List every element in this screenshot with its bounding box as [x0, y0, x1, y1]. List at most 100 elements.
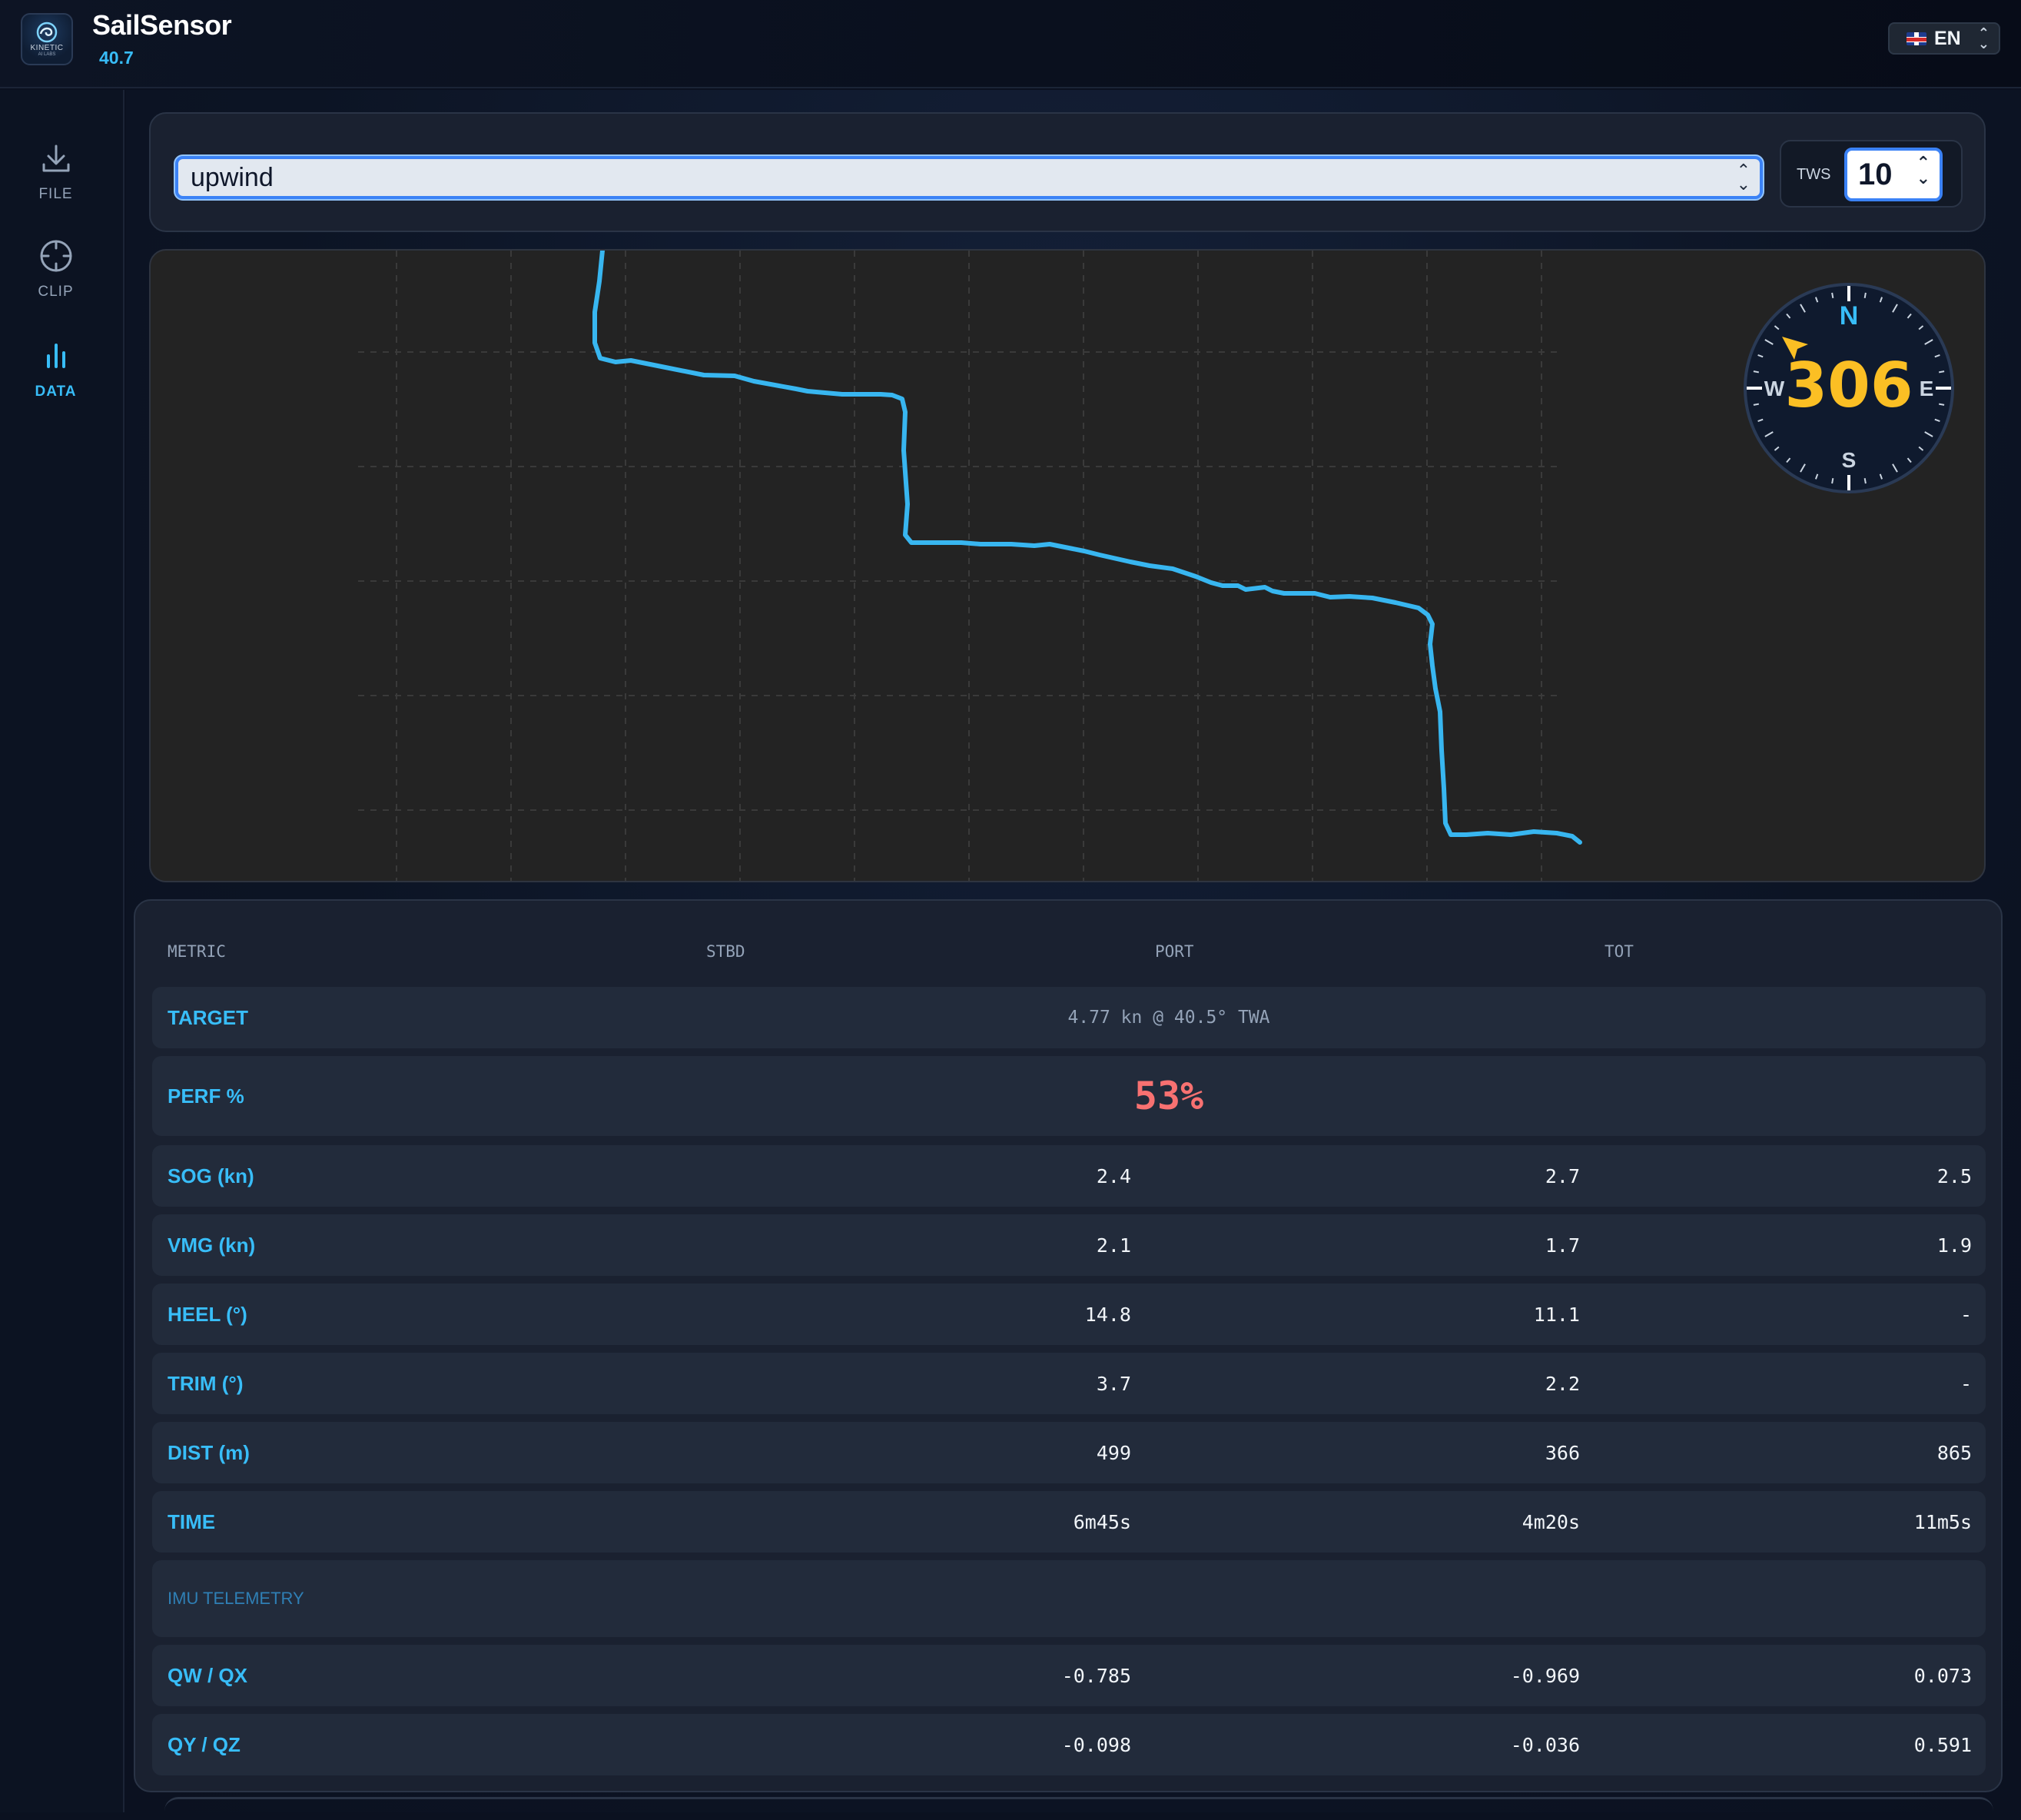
compass-tick — [1764, 431, 1774, 437]
compass-tick — [1934, 418, 1940, 423]
tot-value: 1.9 — [1936, 1234, 1972, 1257]
stbd-value: 499 — [1096, 1441, 1131, 1464]
table-row: DIST (m) 499 366 865 — [152, 1422, 1986, 1483]
compass-tick — [1934, 354, 1940, 358]
perf-value: 53% — [1133, 1074, 1204, 1118]
compass-tick — [1786, 313, 1791, 319]
sidebar-item-label: FILE — [38, 186, 73, 202]
compass-tick — [1918, 446, 1924, 451]
sidebar-item-label: DATA — [35, 384, 77, 400]
row-label: SOG (kn) — [168, 1164, 254, 1187]
language-select[interactable]: EN ⌃ ⌄ — [1888, 22, 2000, 55]
crosshair-icon — [40, 240, 71, 272]
compass-tick — [1757, 354, 1764, 358]
compass-tick — [1863, 292, 1867, 298]
app-title: SailSensor — [92, 9, 232, 41]
tws-input[interactable]: 10 ⌃ ⌄ — [1844, 148, 1943, 201]
row-label: QY / QZ — [168, 1732, 241, 1756]
tot-value: 865 — [1936, 1441, 1972, 1464]
compass-tick — [1831, 478, 1834, 484]
compass-tick — [1800, 463, 1806, 473]
tot-value: - — [1960, 1372, 1972, 1395]
compass-tick — [1814, 297, 1819, 303]
target-value: 4.77 kn @ 40.5° TWA — [1067, 1008, 1270, 1028]
compass-tick — [1774, 446, 1780, 451]
compass: N S E W 306 — [1744, 283, 1954, 493]
tot-value: - — [1960, 1303, 1972, 1326]
compass-tick — [1879, 297, 1883, 303]
sidebar-item-data[interactable]: DATA — [0, 337, 111, 414]
table-row: VMG (kn) 2.1 1.7 1.9 — [152, 1214, 1986, 1276]
stbd-value: 3.7 — [1096, 1372, 1131, 1395]
tws-value: 10 — [1858, 157, 1893, 191]
compass-tick — [1831, 292, 1834, 298]
bar-chart-icon — [46, 344, 65, 368]
tot-value: 0.073 — [1913, 1664, 1972, 1687]
sidebar-item-clip[interactable]: CLIP — [0, 237, 111, 314]
header-port: PORT — [1155, 942, 1194, 961]
compass-tick — [1924, 339, 1933, 345]
row-label: VMG (kn) — [168, 1233, 256, 1257]
port-value: -0.969 — [1510, 1664, 1580, 1687]
chevron-updown-icon: ⌃ ⌄ — [1736, 161, 1751, 194]
table-row: TRIM (°) 3.7 2.2 - — [152, 1353, 1986, 1414]
compass-tick — [1907, 457, 1912, 463]
sidebar: FILE CLIP DATA — [0, 90, 124, 1812]
stbd-value: -0.098 — [1061, 1733, 1131, 1756]
chevron-updown-icon: ⌃ ⌄ — [1977, 25, 1989, 51]
table-row-target: TARGET 4.77 kn @ 40.5° TWA — [152, 987, 1986, 1048]
compass-tick — [1939, 370, 1945, 374]
wave-logo-icon — [36, 22, 58, 43]
compass-tick — [1924, 431, 1933, 437]
stbd-value: 2.1 — [1096, 1234, 1131, 1257]
header-metric: METRIC — [168, 942, 226, 961]
port-value: 4m20s — [1522, 1510, 1580, 1533]
compass-n: N — [1840, 301, 1859, 330]
table-row: HEEL (°) 14.8 11.1 - — [152, 1284, 1986, 1345]
sidebar-item-file[interactable]: FILE — [0, 140, 111, 217]
metrics-table: METRIC STBD PORT TOT TARGET 4.77 kn @ 40… — [134, 899, 2003, 1792]
header-tot: TOT — [1605, 942, 1634, 961]
boat-track — [592, 251, 1582, 845]
compass-heading: 306 — [1785, 350, 1913, 421]
tot-value: 2.5 — [1936, 1164, 1972, 1187]
table-row: QY / QZ -0.098 -0.036 0.591 — [152, 1714, 1986, 1775]
compass-tick — [1892, 463, 1898, 473]
compass-tick — [1786, 457, 1791, 463]
compass-tick — [1774, 325, 1780, 330]
track-svg — [358, 251, 1582, 881]
compass-ticks — [1753, 292, 1945, 484]
header-stbd: STBD — [706, 942, 745, 961]
compass-s: S — [1842, 448, 1857, 472]
stbd-value: 2.4 — [1096, 1164, 1131, 1187]
row-label: PERF % — [168, 1084, 244, 1108]
compass-tick — [1753, 403, 1759, 406]
compass-tick — [1800, 304, 1806, 313]
download-icon — [42, 144, 69, 172]
logo-text: KINETIC — [30, 44, 64, 52]
compass-tick — [1907, 313, 1912, 319]
stbd-value: -0.785 — [1061, 1664, 1131, 1687]
compass-tick — [1863, 478, 1867, 484]
compass-tick — [1757, 418, 1764, 423]
row-label: TIME — [168, 1509, 216, 1533]
mode-select[interactable]: upwind ⌃ ⌄ — [175, 156, 1763, 199]
track-map[interactable]: N S E W 306 — [149, 249, 1986, 882]
tot-value: 0.591 — [1913, 1733, 1972, 1756]
compass-tick — [1918, 325, 1924, 330]
table-row: TIME 6m45s 4m20s 11m5s — [152, 1491, 1986, 1553]
table-header: METRIC STBD PORT TOT — [135, 942, 2001, 965]
table-row: SOG (kn) 2.4 2.7 2.5 — [152, 1145, 1986, 1207]
stbd-value: 6m45s — [1073, 1510, 1131, 1533]
compass-tick — [1814, 473, 1819, 480]
row-label: QW / QX — [168, 1663, 247, 1687]
tws-control: TWS 10 ⌃ ⌄ — [1780, 140, 1963, 208]
table-row: QW / QX -0.785 -0.969 0.073 — [152, 1645, 1986, 1706]
stepper-icon[interactable]: ⌃ ⌄ — [1916, 153, 1930, 188]
compass-tick — [1753, 370, 1759, 374]
compass-tick — [1939, 403, 1945, 406]
port-value: 366 — [1545, 1441, 1580, 1464]
port-value: 2.2 — [1545, 1372, 1580, 1395]
row-label: DIST (m) — [168, 1440, 250, 1464]
sidebar-item-label: CLIP — [38, 284, 74, 300]
